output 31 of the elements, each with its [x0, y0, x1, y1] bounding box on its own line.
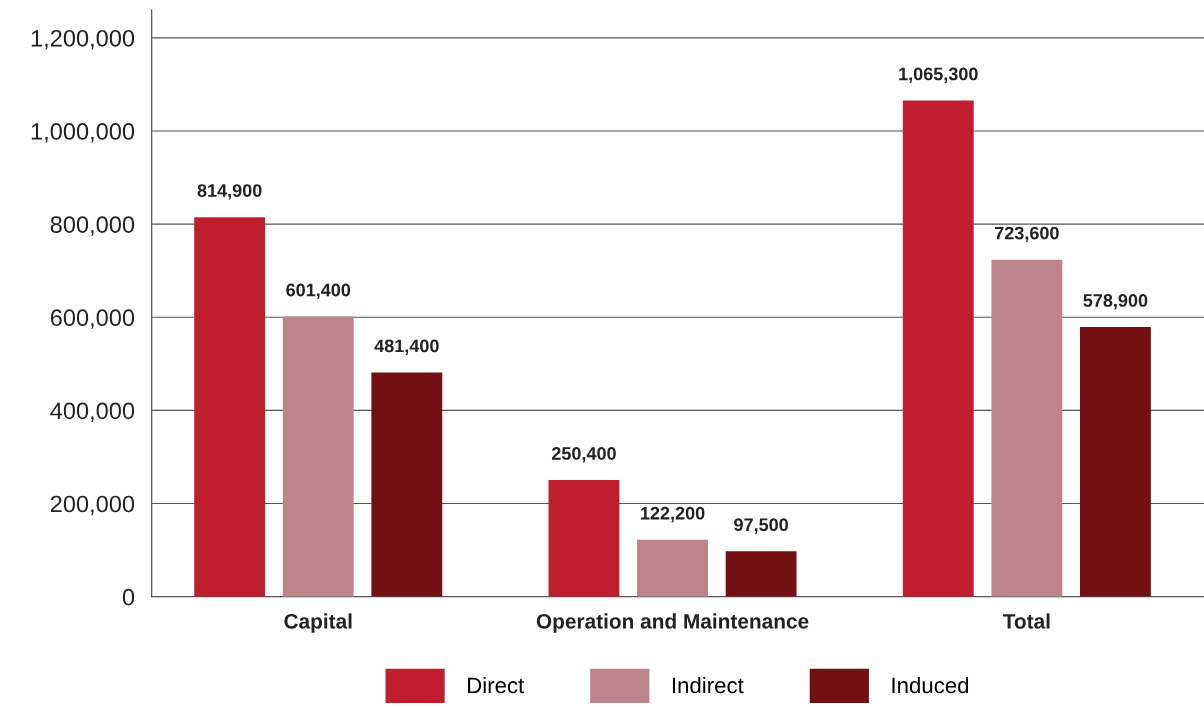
data-label: 578,900	[1083, 294, 1148, 310]
data-label: 481,400	[374, 339, 439, 355]
bar	[991, 259, 1063, 597]
bar	[725, 551, 797, 597]
y-tick-label: 800,000	[50, 216, 135, 236]
x-tick-label: Operation and Maintenance	[536, 613, 809, 633]
bar	[902, 100, 974, 597]
data-label: 1,065,300	[899, 67, 978, 83]
x-tick-label: Capital	[284, 613, 352, 633]
y-tick-label: 1,200,000	[31, 29, 135, 50]
bar	[1079, 327, 1151, 597]
bar	[194, 217, 266, 597]
y-tick-label: 600,000	[50, 309, 135, 329]
legend-label: Indirect	[672, 676, 744, 694]
bar	[371, 372, 443, 597]
data-label: 97,500	[734, 518, 788, 534]
bar	[282, 316, 354, 597]
y-tick-label: 200,000	[50, 495, 135, 516]
legend-label: Induced	[892, 676, 969, 694]
data-label: 122,200	[641, 506, 705, 523]
y-tick-label: 0	[122, 588, 135, 606]
data-label: 723,600	[994, 226, 1059, 243]
x-tick-label: Total	[1002, 613, 1050, 629]
bar	[548, 480, 620, 597]
legend-label: Direct	[468, 676, 525, 694]
data-label: 814,900	[197, 184, 262, 200]
y-tick-label: 400,000	[50, 402, 135, 422]
data-label: 601,400	[286, 283, 351, 300]
y-tick-label: 1,000,000	[31, 123, 135, 143]
data-label: 250,400	[551, 447, 616, 463]
bar	[637, 539, 708, 597]
